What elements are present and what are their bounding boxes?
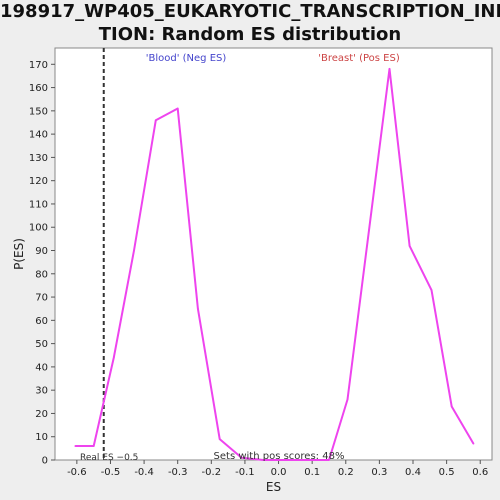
x-tick-label: -0.2 bbox=[202, 467, 222, 478]
x-tick-label: -0.3 bbox=[168, 467, 188, 478]
data-point bbox=[408, 245, 411, 247]
y-tick-label: 160 bbox=[29, 83, 48, 94]
y-axis-label: P(ES) bbox=[12, 238, 26, 270]
plot-area bbox=[54, 47, 493, 461]
y-tick-label: 50 bbox=[35, 339, 48, 350]
data-point bbox=[197, 307, 199, 310]
x-axis-label: ES bbox=[266, 480, 281, 494]
x-tick-label: -0.1 bbox=[235, 467, 255, 478]
chart-labels: ES P(ES) 'Blood' (Neg ES) 'Breast' (Pos ES)… bbox=[12, 53, 400, 494]
neg-es-label: 'Blood' (Neg ES) bbox=[146, 53, 227, 64]
x-tick-label: 0.1 bbox=[304, 467, 320, 478]
chart-title-line-2: TION: Random ES distribution bbox=[98, 24, 402, 45]
data-point bbox=[240, 456, 243, 459]
y-tick-label: 130 bbox=[29, 153, 48, 164]
y-tick-label: 0 bbox=[42, 456, 48, 467]
data-point bbox=[284, 459, 287, 461]
y-tick-label: 150 bbox=[29, 106, 48, 117]
data-point bbox=[306, 459, 308, 461]
axes: 0 10 20 30 40 50 60 70 80 90 100 110 120 130 140 150 160… bbox=[29, 60, 488, 478]
data-point bbox=[133, 249, 135, 252]
data-point bbox=[450, 405, 453, 408]
x-tick-label: 0.0 bbox=[271, 467, 287, 478]
x-tick-label: 0.3 bbox=[371, 467, 387, 478]
y-tick-label: 60 bbox=[35, 316, 48, 327]
data-point bbox=[328, 459, 330, 461]
y-tick-label: 10 bbox=[35, 432, 48, 443]
data-point bbox=[472, 442, 475, 445]
data-point bbox=[388, 68, 391, 70]
y-tick-label: 70 bbox=[35, 293, 48, 304]
data-point bbox=[218, 438, 221, 440]
data-point bbox=[262, 459, 265, 461]
data-point bbox=[366, 240, 369, 242]
x-tick-label: -0.6 bbox=[67, 467, 87, 478]
x-tick-label: 0.5 bbox=[439, 467, 455, 478]
y-tick-label: 120 bbox=[29, 176, 48, 187]
y-tick-label: 30 bbox=[35, 386, 48, 397]
y-tick-label: 110 bbox=[29, 199, 48, 210]
x-tick-label: -0.5 bbox=[101, 467, 121, 478]
x-tick-label: -0.4 bbox=[134, 467, 154, 478]
data-point bbox=[176, 107, 179, 110]
y-tick-label: 170 bbox=[29, 60, 48, 71]
real-es-label: Real ES −0.5 bbox=[80, 453, 138, 463]
y-tick-label: 20 bbox=[35, 409, 48, 420]
y-tick-label: 40 bbox=[35, 362, 48, 373]
x-tick-label: 0.4 bbox=[405, 467, 421, 478]
y-tick-label: 80 bbox=[35, 269, 48, 280]
y-tick-label: 90 bbox=[35, 246, 48, 257]
data-point bbox=[92, 445, 95, 447]
y-tick-label: 100 bbox=[29, 223, 48, 234]
data-point bbox=[155, 119, 157, 121]
data-point bbox=[346, 398, 349, 401]
chart-marks bbox=[74, 48, 475, 461]
sets-pos-scores-label: Sets with pos scores: 48% bbox=[214, 451, 345, 462]
chart-title: 198917_WP405_EUKARYOTIC_TRANSCRIPTION_IN… bbox=[0, 0, 500, 46]
data-point bbox=[430, 289, 433, 291]
x-tick-label: 0.6 bbox=[472, 467, 488, 478]
data-point bbox=[113, 356, 115, 359]
data-point bbox=[74, 445, 76, 447]
es-distribution-line bbox=[75, 67, 475, 461]
chart-title-line-1: 198917_WP405_EUKARYOTIC_TRANSCRIPTION_IN… bbox=[0, 1, 500, 22]
x-tick-label: 0.2 bbox=[338, 467, 354, 478]
pos-es-label: 'Breast' (Pos ES) bbox=[318, 53, 400, 64]
y-tick-label: 140 bbox=[29, 130, 48, 141]
